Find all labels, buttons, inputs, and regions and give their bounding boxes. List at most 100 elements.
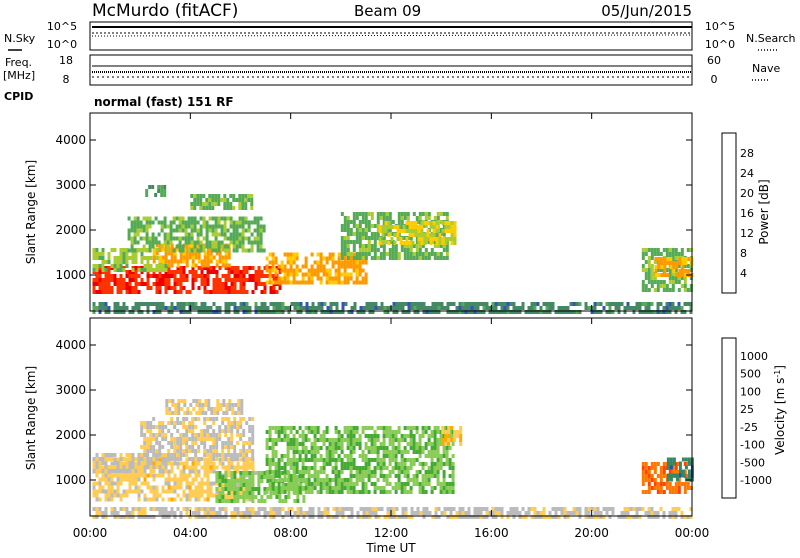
heatmap-cell — [337, 442, 341, 446]
heatmap-cell — [424, 442, 428, 446]
heatmap-cell — [289, 462, 293, 466]
heatmap-cell — [313, 450, 317, 454]
heatmap-cell — [328, 256, 332, 261]
heatmap-cell — [221, 449, 225, 453]
heatmap-cell — [152, 255, 156, 260]
heatmap-cell — [170, 255, 174, 260]
heatmap-cell — [272, 310, 276, 314]
heatmap-cell — [343, 276, 347, 281]
heatmap-cell — [259, 248, 263, 253]
heatmap-cell — [104, 469, 108, 474]
heatmap-cell — [127, 236, 131, 241]
heatmap-cell — [265, 430, 269, 434]
heatmap-cell — [401, 511, 405, 515]
heatmap-cell — [170, 469, 174, 474]
heatmap-cell — [142, 216, 146, 221]
heatmap-cell — [325, 438, 329, 442]
heatmap-cell — [390, 237, 394, 241]
heatmap-cell — [170, 417, 174, 421]
heatmap-cell — [379, 244, 383, 248]
heatmap-cell — [358, 256, 362, 260]
heatmap-cell — [283, 462, 287, 466]
heatmap-cell — [224, 306, 228, 310]
heatmap-cell — [392, 302, 396, 306]
heatmap-cell — [142, 236, 146, 241]
heatmap-cell — [233, 286, 237, 290]
heatmap-cell — [298, 450, 302, 454]
heatmap-cell — [596, 507, 600, 511]
heatmap-cell — [227, 457, 231, 462]
heatmap-cell — [212, 507, 216, 511]
heatmap-cell — [113, 256, 117, 260]
heatmap-cell — [377, 507, 381, 511]
heatmap-cell — [340, 252, 344, 256]
heatmap-cell — [157, 240, 161, 245]
heatmap-cell — [218, 286, 222, 290]
heatmap-cell — [393, 233, 397, 237]
heatmap-cell — [238, 194, 242, 198]
heatmap-cell — [500, 507, 504, 511]
heatmap-cell — [334, 268, 338, 273]
heatmap-cell — [674, 490, 678, 494]
heatmap-cell — [230, 425, 234, 429]
heatmap-cell — [677, 507, 681, 511]
heatmap-cell — [659, 310, 663, 314]
heatmap-cell — [212, 469, 216, 474]
heatmap-cell — [242, 282, 246, 286]
heatmap-cell — [441, 438, 445, 442]
heatmap-cell — [397, 252, 401, 256]
heatmap-cell — [521, 302, 525, 306]
heatmap-cell — [436, 252, 440, 256]
heatmap-cell — [340, 490, 344, 494]
heatmap-cell — [182, 507, 186, 511]
plot-title: McMurdo (fitACF) — [92, 1, 238, 21]
heatmap-cell — [289, 256, 293, 261]
heatmap-cell — [155, 282, 159, 286]
heatmap-cell — [370, 426, 374, 430]
heatmap-cell — [362, 507, 366, 511]
heatmap-cell — [155, 457, 159, 461]
heatmap-cell — [206, 461, 210, 466]
heatmap-cell — [278, 286, 282, 290]
heatmap-cell — [227, 441, 231, 445]
heatmap-cell — [641, 462, 645, 466]
heatmap-cell — [185, 263, 189, 268]
heatmap-cell — [675, 473, 679, 478]
heatmap-cell — [164, 481, 168, 486]
heatmap-cell — [632, 515, 636, 519]
heatmap-cell — [185, 477, 189, 482]
heatmap-cell — [221, 429, 225, 433]
heatmap-cell — [317, 306, 321, 310]
heatmap-cell — [195, 399, 199, 403]
heatmap-cell — [240, 411, 244, 415]
heatmap-cell — [155, 243, 159, 248]
heatmap-cell — [128, 489, 132, 494]
heatmap-cell — [104, 453, 108, 457]
heatmap-cell — [274, 260, 278, 265]
heatmap-cell — [433, 252, 437, 256]
heatmap-cell — [271, 470, 275, 474]
heatmap-cell — [101, 489, 105, 494]
heatmap-cell — [182, 278, 186, 282]
heatmap-cell — [328, 490, 332, 494]
heatmap-cell — [662, 306, 666, 310]
heatmap-cell — [355, 466, 359, 470]
heatmap-cell — [275, 290, 279, 294]
colorbar-tick-label: 25 — [740, 403, 754, 416]
heatmap-cell — [536, 515, 540, 519]
heatmap-cell — [148, 248, 152, 253]
heatmap-cell — [422, 306, 426, 310]
heatmap-cell — [158, 473, 162, 478]
heatmap-cell — [424, 462, 428, 466]
heatmap-cell — [277, 426, 281, 430]
heatmap-cell — [136, 224, 140, 229]
heatmap-cell — [346, 232, 350, 236]
heatmap-cell — [671, 256, 675, 260]
heatmap-cell — [521, 507, 525, 511]
heatmap-cell — [107, 260, 111, 264]
heatmap-cell — [163, 232, 167, 237]
heatmap-cell — [376, 232, 380, 236]
heatmap-cell — [146, 274, 150, 278]
heatmap-cell — [308, 515, 312, 519]
heatmap-cell — [176, 247, 180, 252]
